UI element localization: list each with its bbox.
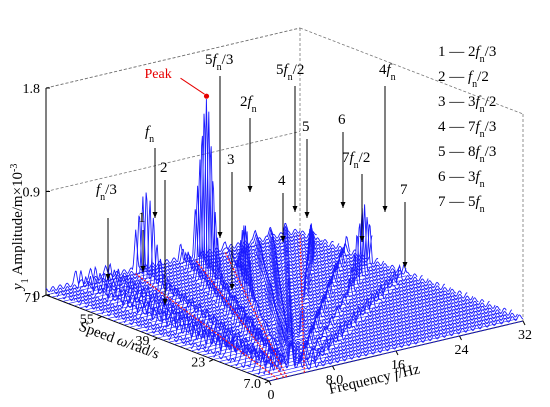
order-annotation: 2fn: [240, 94, 257, 115]
slice-baseline: [263, 318, 518, 380]
speed-tick-label: 71: [24, 291, 38, 306]
spectrum-slice: [196, 287, 451, 351]
amplitude-tick-label: 0.9: [23, 186, 41, 201]
order-annotation: 7: [400, 182, 408, 198]
speed-tick: [41, 294, 47, 298]
amplitude-axis-title: y1 Amplitude/m×10-3: [9, 164, 31, 292]
spectrum-slice: [251, 307, 507, 372]
legend-entry: 3 — 3fn/2: [438, 94, 496, 115]
frequency-tick: [395, 350, 399, 356]
spectrum-slice: [151, 234, 407, 334]
slice-baseline: [241, 309, 496, 371]
legend-entry: 6 — 3fn: [438, 169, 485, 190]
order-annotation: 5: [302, 119, 310, 135]
frequency-tick: [332, 365, 335, 371]
annotations: fn/3 1 fn 2 5fn/3 3 2fn 4 5fn/2 5 6 7fn/2 4fn 7: [96, 52, 408, 305]
spectrum-slice: [118, 225, 373, 320]
spectra: [45, 98, 524, 382]
frequency-tick: [268, 380, 272, 386]
frequency-tick-label: 8.0: [326, 373, 344, 388]
legend: 1 — 2fn/3 2 — fn/2 3 — 3fn/2 4 — 7fn/3 5 — 8…: [438, 44, 496, 215]
annotation-arrowhead: [402, 262, 408, 268]
peak-pointer: [180, 77, 205, 95]
spectrum-slice: [201, 288, 457, 353]
order-annotation: fn/3: [96, 182, 117, 203]
legend-entry: 7 — 5fn: [438, 194, 485, 215]
order-annotation: fn: [145, 124, 154, 145]
annotation-arrowhead: [152, 212, 158, 218]
frequency-tick-label: 16: [391, 358, 405, 373]
annotation-arrowhead: [229, 284, 235, 290]
speed-ticks: 7.0 23 39 55 71: [24, 291, 270, 392]
order-annotation: 5fn/2: [276, 62, 304, 83]
spectrum-slice: [84, 146, 340, 308]
order-line: [195, 259, 285, 378]
order-annotation: 5fn/3: [205, 52, 233, 73]
frequency-tick-label: 32: [518, 328, 532, 343]
legend-entry: 2 — fn/2: [438, 69, 489, 90]
spectrum-slice: [179, 278, 435, 344]
order-lines: [135, 234, 305, 380]
annotation-arrowhead: [280, 236, 286, 242]
frequency-tick-label: 24: [455, 343, 469, 358]
speed-tick: [264, 380, 270, 384]
order-annotation: 7fn/2: [342, 150, 370, 171]
annotation-arrowhead: [359, 236, 365, 242]
speed-tick: [97, 316, 102, 319]
order-line: [299, 234, 305, 373]
spectrum-slice: [173, 276, 429, 343]
spectrum-slice: [112, 225, 368, 319]
annotation-arrowhead: [304, 212, 310, 218]
frequency-axis-title: Frequency f/Hz: [327, 361, 421, 398]
spectrum-slice: [207, 290, 463, 355]
annotation-arrowhead: [292, 206, 298, 212]
annotation-arrowhead: [247, 186, 253, 192]
order-annotation: 1: [138, 210, 146, 226]
order-annotation: 2: [160, 160, 168, 176]
amplitude-tick-label: 1.8: [23, 82, 41, 97]
frequency-ticks: 0 8.0 16 24 32: [268, 320, 532, 403]
annotation-arrowhead: [340, 202, 346, 208]
spectrum-slice: [79, 111, 334, 306]
spectrum-slice: [68, 113, 323, 302]
annotation-arrowhead: [217, 232, 223, 238]
order-annotation: 3: [227, 152, 235, 168]
peak-marker: [203, 93, 210, 99]
annotation-arrowhead: [105, 274, 111, 280]
annotation-arrowhead: [382, 206, 388, 212]
frequency-tick-label: 0: [268, 388, 275, 403]
speed-tick-label: 23: [191, 356, 205, 371]
speed-tick-label: 55: [80, 313, 94, 328]
legend-entry: 1 — 2fn/3: [438, 44, 496, 65]
spectrum-slice: [162, 263, 418, 338]
annotation-arrowhead: [162, 299, 168, 305]
order-line: [135, 273, 279, 380]
spectrum-slice: [224, 297, 479, 362]
speed-tick-label: 39: [136, 334, 150, 349]
legend-entry: 4 — 7fn/3: [438, 119, 496, 140]
annotation-arrowhead: [140, 266, 146, 272]
frequency-tick: [459, 335, 462, 341]
peak-label: Peak: [145, 67, 172, 82]
amplitude-tick-label: 0: [33, 289, 40, 304]
frequency-tick: [522, 320, 526, 326]
spectrum-slice: [263, 312, 518, 375]
spectrum-slice: [268, 314, 524, 375]
spectrum-slice: [184, 281, 440, 346]
order-annotation: 4fn: [379, 62, 396, 83]
spectrum-slice: [56, 159, 312, 298]
amplitude-ticks: 0 0.9 1.8: [23, 82, 50, 304]
spectrum-slice: [246, 306, 501, 368]
order-annotation: 4: [278, 173, 286, 189]
spectrum-slice: [257, 309, 513, 375]
speed-tick-label: 7.0: [244, 377, 262, 392]
spectrum-slice: [240, 304, 496, 368]
speed-tick: [153, 337, 158, 341]
order-annotation: 6: [338, 112, 346, 128]
legend-entry: 5 — 8fn/3: [438, 144, 496, 165]
spectrum-slice: [51, 185, 306, 295]
speed-tick: [209, 359, 214, 362]
